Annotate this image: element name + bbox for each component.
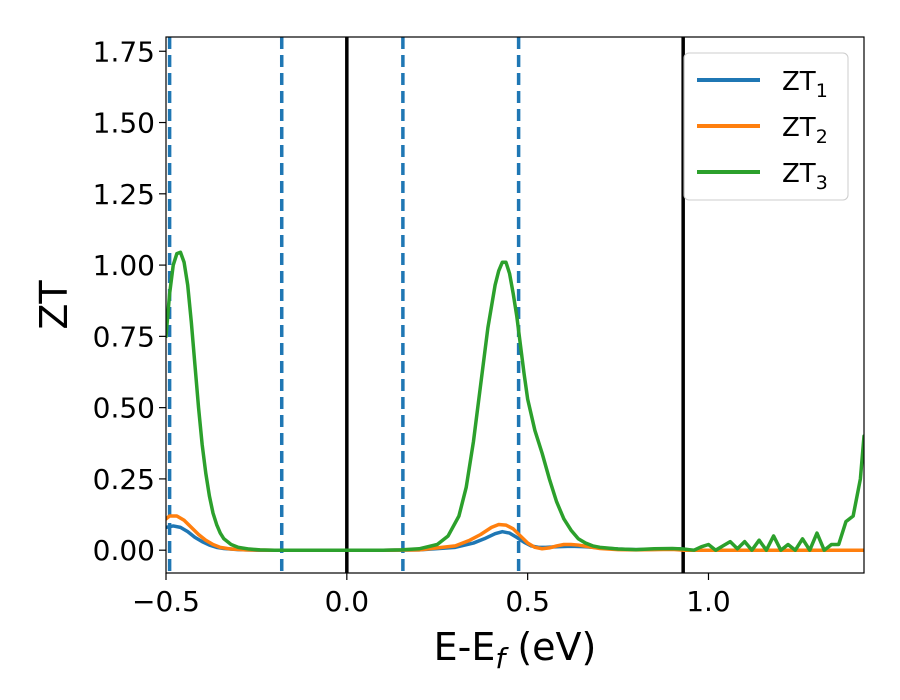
y-tick-label-4: 1.00 — [93, 249, 155, 282]
legend-label-2: ZT2 — [782, 113, 828, 148]
y-tick-label-3: 0.75 — [93, 320, 155, 353]
y-tick-label-2: 0.50 — [93, 392, 155, 425]
series-line-3 — [166, 250, 864, 552]
y-axis-label: ZT — [32, 280, 76, 330]
y-axis-ticks: 0.00 0.25 0.50 0.75 1.00 1.25 1.50 1.75 — [93, 35, 166, 567]
y-tick-label-1: 0.25 — [93, 463, 155, 496]
y-tick-label-6: 1.50 — [93, 107, 155, 140]
x-tick-label-3: 1.0 — [686, 585, 731, 618]
vertical-reference-lines — [167, 37, 685, 573]
legend-box — [683, 52, 849, 201]
x-axis-ticks: −0.5 0.0 0.5 1.0 — [132, 573, 731, 618]
y-tick-label-7: 1.75 — [93, 35, 155, 68]
y-tick-label-5: 1.25 — [93, 178, 155, 211]
x-tick-label-1: 0.0 — [325, 585, 370, 618]
x-axis-label: E-Ef (eV) — [434, 625, 597, 675]
legend-label-1: ZT1 — [782, 67, 828, 102]
legend-label-3: ZT3 — [782, 159, 828, 194]
x-tick-label-2: 0.5 — [505, 585, 550, 618]
legend: ZT1 ZT2 ZT3 — [683, 52, 849, 201]
plot-frame — [165, 36, 865, 574]
series-lines — [166, 250, 864, 552]
x-tick-label-0: −0.5 — [132, 585, 200, 618]
y-tick-label-0: 0.00 — [93, 534, 155, 567]
